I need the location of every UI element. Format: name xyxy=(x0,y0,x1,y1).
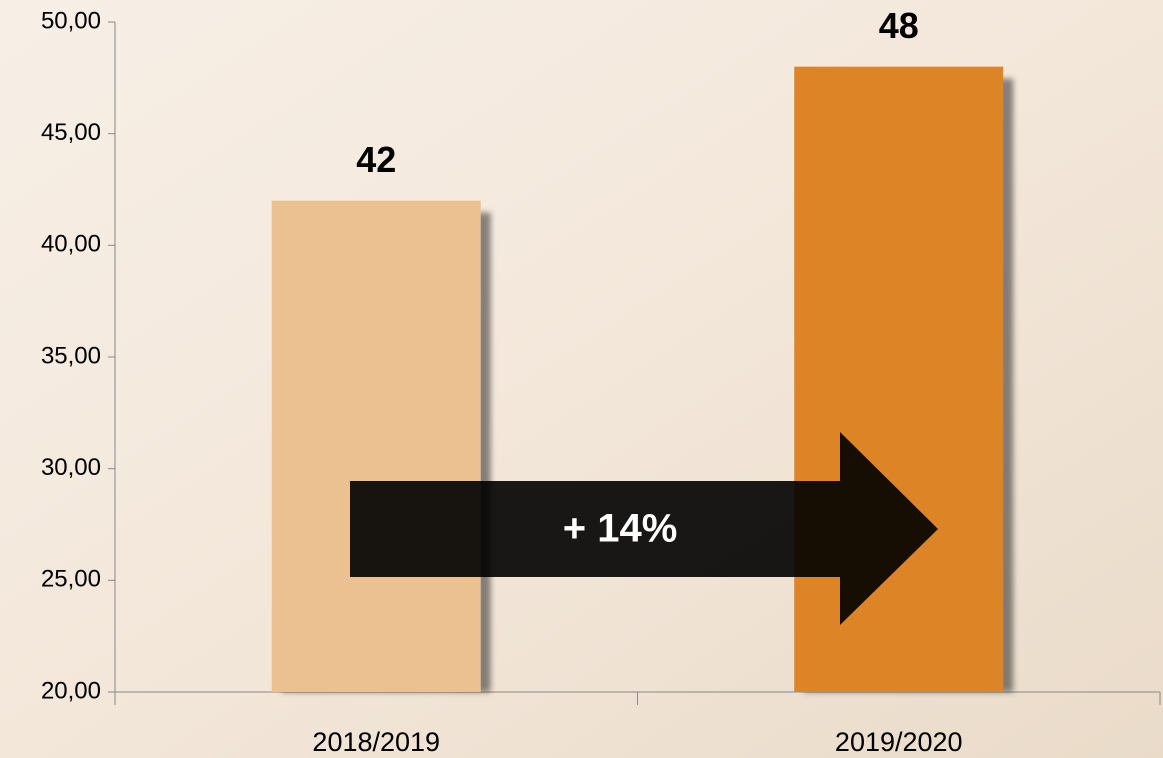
y-tick-label: 40,00 xyxy=(41,231,101,258)
y-tick-label: 35,00 xyxy=(41,342,101,369)
chart: 20,00 25,00 30,00 35,00 40,00 45,00 50,00 2018/… xyxy=(0,0,1163,758)
x-tick-label: 2019/2020 xyxy=(835,727,963,757)
y-tick-label: 30,00 xyxy=(41,454,101,481)
data-label: 42 xyxy=(356,139,396,180)
bar xyxy=(272,201,481,692)
y-tick-label: 25,00 xyxy=(41,566,101,593)
bar xyxy=(794,67,1003,692)
y-tick-label: 50,00 xyxy=(41,7,101,34)
data-label: 48 xyxy=(879,5,919,46)
y-tick-label: 20,00 xyxy=(41,677,101,704)
y-tick-label: 45,00 xyxy=(41,119,101,146)
x-tick-label: 2018/2019 xyxy=(312,727,440,757)
annotation-text: + 14% xyxy=(563,507,678,551)
